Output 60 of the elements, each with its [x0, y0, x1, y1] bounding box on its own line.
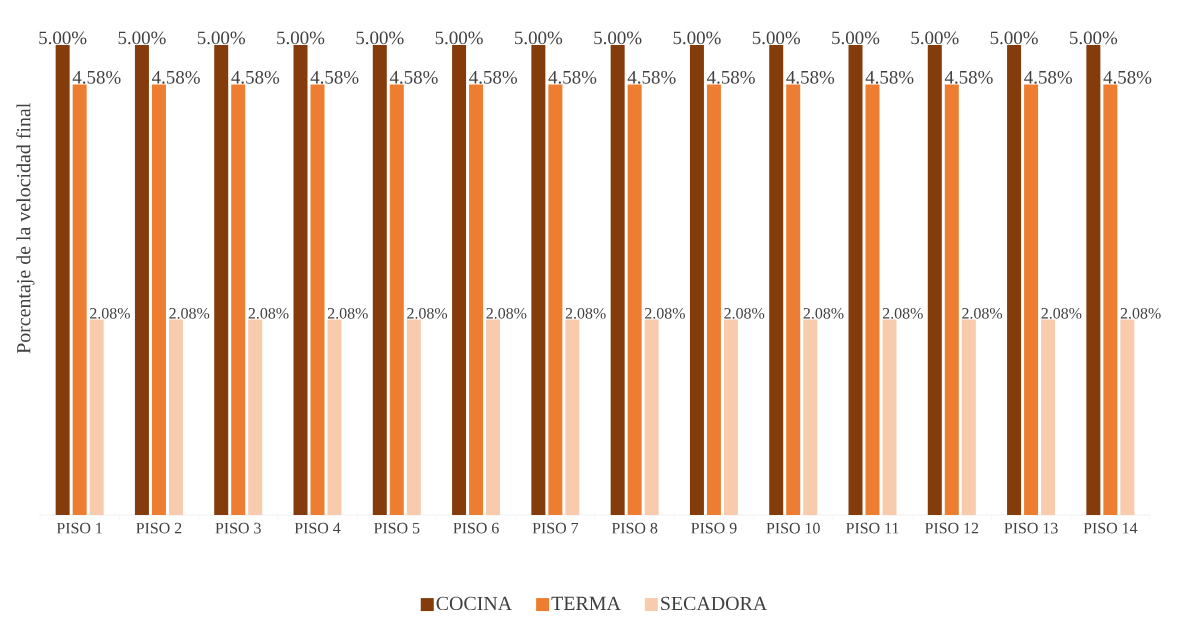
x-tick-label: PISO 8: [611, 522, 658, 534]
data-label: 5.00%: [752, 31, 800, 45]
data-label: 5.00%: [673, 31, 721, 45]
data-label: 5.00%: [1070, 31, 1118, 45]
data-label: 5.00%: [356, 31, 404, 45]
data-label: 5.00%: [277, 31, 325, 45]
data-label: 4.58%: [389, 70, 438, 84]
data-label: 4.58%: [865, 70, 914, 84]
data-label: 4.58%: [231, 70, 280, 84]
legend-label: SECADORA: [661, 596, 768, 611]
data-label: 2.08%: [645, 307, 685, 319]
x-tick-label: PISO 10: [766, 522, 820, 534]
data-label: 4.58%: [1103, 70, 1152, 84]
data-label: 5.00%: [39, 31, 87, 45]
data-label: 2.08%: [724, 307, 765, 319]
x-tick-label: PISO 9: [691, 522, 737, 534]
x-tick-label: PISO 4: [294, 522, 341, 534]
y-axis-title: Porcentaje de la velocidad final: [16, 103, 35, 354]
data-label: 2.08%: [882, 307, 923, 319]
x-tick-label: PISO 1: [56, 522, 102, 534]
x-tick-label: PISO 7: [532, 522, 579, 534]
data-label: 2.08%: [486, 307, 527, 319]
data-label: 2.08%: [248, 307, 289, 319]
x-tick-label: PISO 13: [1004, 522, 1058, 534]
data-label: 4.58%: [72, 70, 121, 84]
data-label: 2.08%: [1120, 307, 1161, 319]
data-label: 4.58%: [548, 70, 597, 84]
data-label: 5.00%: [594, 31, 642, 45]
data-label: 2.08%: [407, 307, 448, 319]
data-label: 2.08%: [1041, 307, 1082, 319]
data-label: 5.00%: [911, 31, 959, 45]
data-label: 5.00%: [832, 31, 880, 45]
data-label: 4.58%: [944, 70, 993, 84]
data-label: 4.58%: [152, 70, 200, 84]
data-label: 4.58%: [627, 70, 676, 84]
data-label: 2.08%: [803, 307, 844, 319]
data-label: 2.08%: [90, 307, 130, 319]
x-tick-label: PISO 2: [136, 522, 182, 534]
data-label: 4.58%: [707, 70, 755, 84]
data-label: 5.00%: [118, 31, 166, 45]
x-tick-label: PISO 6: [453, 522, 499, 534]
data-label: 5.00%: [515, 31, 563, 45]
legend-label: COCINA: [436, 596, 512, 611]
data-label: 2.08%: [962, 307, 1003, 319]
legend-label: TERMA: [551, 596, 621, 610]
data-label: 5.00%: [990, 31, 1038, 45]
data-label: 4.58%: [310, 70, 359, 84]
data-label: 2.08%: [327, 307, 368, 319]
data-label: 2.08%: [565, 307, 606, 319]
data-label: 4.58%: [786, 70, 835, 84]
x-tick-label: PISO 5: [373, 522, 420, 534]
x-tick-label: PISO 3: [215, 522, 261, 534]
data-label: 4.58%: [1024, 70, 1073, 84]
x-tick-label: PISO 11: [846, 522, 899, 534]
x-tick-label: PISO 12: [925, 522, 979, 534]
data-label: 5.00%: [197, 31, 245, 45]
x-tick-label: PISO 14: [1083, 522, 1138, 534]
data-label: 2.08%: [169, 307, 210, 319]
data-label: 4.58%: [469, 70, 518, 84]
data-label: 5.00%: [435, 31, 483, 45]
